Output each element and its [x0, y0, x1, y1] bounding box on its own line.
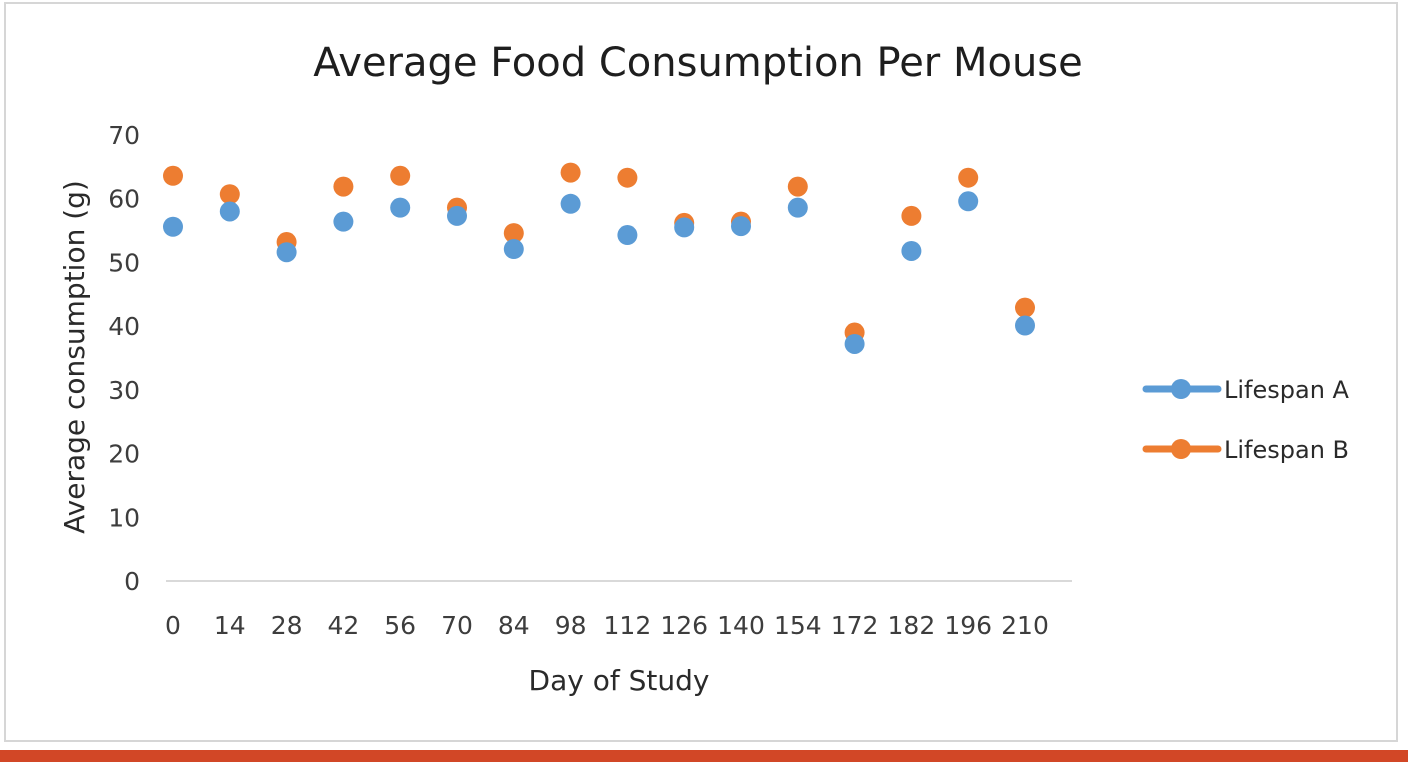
data-point-lifespan-a — [958, 191, 979, 212]
x-tick-label: 84 — [498, 611, 530, 640]
data-point-lifespan-a — [390, 197, 411, 218]
x-tick-label: 28 — [271, 611, 303, 640]
data-point-lifespan-a — [731, 216, 751, 237]
data-point-lifespan-a — [787, 197, 808, 218]
x-tick-label: 182 — [888, 611, 936, 640]
data-point-lifespan-a — [674, 217, 695, 238]
x-tick-label: 140 — [717, 611, 765, 640]
x-tick-label: 0 — [165, 611, 181, 640]
data-point-lifespan-a — [844, 333, 865, 354]
data-point-lifespan-a — [219, 201, 240, 222]
data-point-lifespan-b — [560, 162, 581, 183]
data-point-lifespan-a — [901, 240, 922, 261]
x-tick-label: 210 — [1001, 611, 1049, 640]
data-point-lifespan-b — [163, 165, 183, 186]
data-point-lifespan-a — [1015, 315, 1035, 336]
x-tick-label: 70 — [441, 611, 473, 640]
x-tick-label: 14 — [214, 611, 246, 640]
data-point-lifespan-a — [163, 216, 183, 237]
y-tick-label: 40 — [108, 312, 140, 341]
chart-title: Average Food Consumption Per Mouse — [313, 40, 1083, 86]
x-tick-label: 98 — [555, 611, 587, 640]
data-point-lifespan-b — [787, 176, 808, 197]
y-tick-label: 30 — [108, 376, 140, 405]
y-tick-label: 0 — [124, 567, 140, 596]
data-point-lifespan-b — [617, 167, 638, 188]
x-tick-label: 126 — [660, 611, 708, 640]
legend: Lifespan A Lifespan B — [1142, 376, 1350, 464]
data-point-lifespan-b — [1015, 297, 1035, 318]
y-tick-label: 50 — [108, 248, 140, 277]
data-point-lifespan-b — [901, 205, 922, 226]
y-tick-label: 60 — [108, 185, 140, 214]
data-point-lifespan-b — [333, 176, 354, 197]
y-tick-label: 70 — [108, 121, 140, 150]
x-tick-label: 154 — [774, 611, 822, 640]
data-point-lifespan-a — [503, 239, 524, 260]
series-lifespan-a — [163, 191, 1035, 354]
x-axis-title: Day of Study — [529, 664, 710, 697]
x-tick-label: 42 — [327, 611, 359, 640]
x-tick-label: 112 — [604, 611, 652, 640]
data-point-lifespan-a — [617, 225, 638, 246]
data-point-lifespan-a — [333, 211, 354, 232]
data-point-lifespan-b — [503, 223, 524, 244]
legend-swatch-marker-lifespan-a — [1171, 379, 1191, 399]
x-tick-label: 172 — [831, 611, 879, 640]
chart-frame — [4, 2, 1398, 742]
y-tick-label: 10 — [108, 503, 140, 532]
legend-item-lifespan-a: Lifespan A — [1142, 376, 1350, 404]
data-point-lifespan-a — [447, 205, 467, 226]
bottom-accent-bar — [0, 750, 1408, 762]
y-axis-title: Average consumption (g) — [58, 180, 91, 534]
legend-label-lifespan-b: Lifespan B — [1224, 436, 1349, 464]
legend-item-lifespan-b: Lifespan B — [1142, 436, 1349, 464]
legend-label-lifespan-a: Lifespan A — [1224, 376, 1350, 404]
x-tick-label: 56 — [384, 611, 416, 640]
data-point-lifespan-b — [958, 167, 979, 188]
data-point-lifespan-a — [560, 193, 581, 214]
data-point-lifespan-b — [390, 165, 411, 186]
x-tick-label: 196 — [944, 611, 992, 640]
data-point-lifespan-b — [219, 184, 240, 205]
x-tick-labels: 0 14 28 42 56 70 84 98 112 126 140 154 172 182 196 210 — [165, 611, 1049, 640]
y-tick-labels: 0 10 20 30 40 50 60 70 — [108, 121, 140, 596]
y-tick-label: 20 — [108, 440, 140, 469]
legend-swatch-marker-lifespan-b — [1171, 439, 1191, 459]
data-point-lifespan-a — [276, 242, 297, 263]
